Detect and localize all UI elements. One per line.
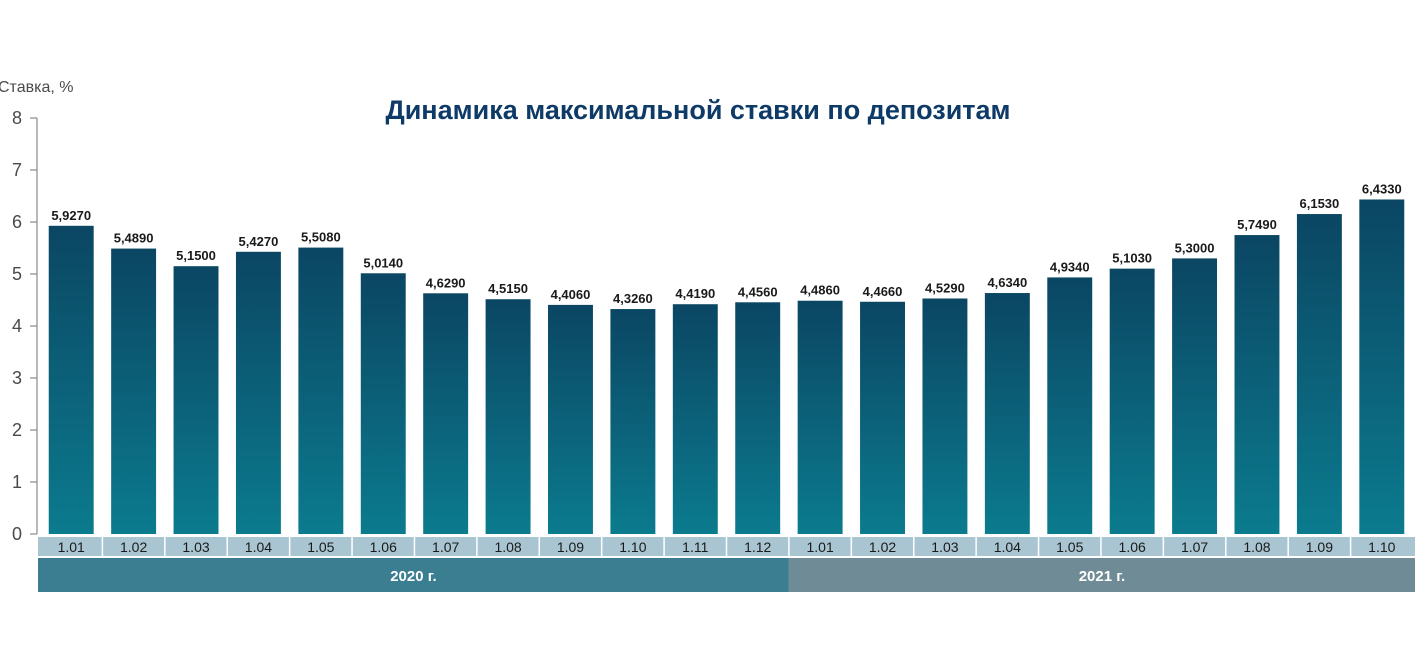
x-tick-label: 1.11 xyxy=(682,539,708,555)
data-label: 4,3260 xyxy=(613,291,653,306)
bar xyxy=(610,309,656,534)
x-tick-label: 1.09 xyxy=(1306,539,1333,555)
data-label: 4,4190 xyxy=(675,286,715,301)
data-label: 4,6290 xyxy=(426,275,466,290)
x-tick-label: 1.08 xyxy=(1243,539,1270,555)
y-tick-label: 5 xyxy=(12,264,22,284)
x-tick-label: 1.02 xyxy=(869,539,896,555)
data-label: 4,5290 xyxy=(925,280,965,295)
bar xyxy=(298,247,344,535)
bar xyxy=(423,293,469,534)
x-tick-label: 1.01 xyxy=(806,539,833,555)
x-tick-label: 1.06 xyxy=(1119,539,1146,555)
y-tick-label: 3 xyxy=(12,368,22,388)
bar xyxy=(1109,268,1155,534)
bar xyxy=(672,304,718,534)
data-label: 5,0140 xyxy=(363,255,403,270)
data-label: 5,4270 xyxy=(239,234,279,249)
data-label: 5,7490 xyxy=(1237,217,1277,232)
bar xyxy=(1234,235,1280,534)
data-label: 6,4330 xyxy=(1362,181,1402,196)
y-tick-label: 1 xyxy=(12,472,22,492)
x-tick-label: 1.07 xyxy=(1181,539,1208,555)
year-group-label: 2020 г. xyxy=(390,568,436,585)
y-tick-label: 8 xyxy=(12,108,22,128)
x-tick-label: 1.07 xyxy=(432,539,459,555)
chart-title: Динамика максимальной ставки по депозита… xyxy=(385,95,1010,125)
x-tick-label: 1.10 xyxy=(1368,539,1395,555)
bar xyxy=(111,248,157,534)
data-label: 4,6340 xyxy=(987,275,1027,290)
bar xyxy=(860,301,905,534)
year-group-band xyxy=(788,558,1415,592)
y-tick-label: 6 xyxy=(12,212,22,232)
x-tick-label: 1.01 xyxy=(58,539,85,555)
bar xyxy=(173,266,219,534)
bar xyxy=(235,251,281,534)
x-tick-label: 1.03 xyxy=(182,539,209,555)
x-tick-label: 1.05 xyxy=(307,539,334,555)
bar xyxy=(1296,214,1342,534)
bars xyxy=(48,199,1405,535)
data-label: 4,4860 xyxy=(800,283,840,298)
y-axis-label: Ставка, % xyxy=(0,79,73,96)
year-group-band xyxy=(38,558,789,592)
bar xyxy=(485,299,531,534)
x-tick-label: 1.12 xyxy=(744,539,771,555)
data-label: 5,4890 xyxy=(114,231,154,246)
x-tick-label: 1.02 xyxy=(120,539,147,555)
year-groups: 2020 г. 2021 г. xyxy=(38,558,1415,592)
bar xyxy=(48,225,94,534)
data-label: 5,1500 xyxy=(176,248,216,263)
bar xyxy=(360,273,406,534)
bar xyxy=(1172,258,1218,534)
data-label: 4,5150 xyxy=(488,281,528,296)
y-tick-label: 7 xyxy=(12,160,22,180)
bar xyxy=(735,302,781,534)
x-tick-label: 1.08 xyxy=(494,539,521,555)
data-label: 6,1530 xyxy=(1300,196,1340,211)
bar xyxy=(1047,277,1093,534)
y-tick-label: 4 xyxy=(12,316,22,336)
data-label: 5,9270 xyxy=(51,208,91,223)
bar xyxy=(1359,199,1405,534)
year-group-label: 2021 г. xyxy=(1079,568,1125,585)
data-label: 4,9340 xyxy=(1050,259,1090,274)
x-tick-label: 1.10 xyxy=(619,539,646,555)
y-axis: 0 1 2 3 4 5 6 7 8 xyxy=(12,108,38,544)
data-label: 4,4060 xyxy=(551,287,591,302)
y-tick-label: 0 xyxy=(12,524,22,544)
data-labels: 5,9270 5,4890 5,1500 5,4270 5,5080 5,0140 4,62… xyxy=(51,181,1401,306)
bar xyxy=(797,300,843,534)
x-tick-label: 1.04 xyxy=(245,539,272,555)
data-label: 5,1030 xyxy=(1112,251,1152,266)
x-tick-label: 1.03 xyxy=(931,539,958,555)
x-tick-label: 1.05 xyxy=(1056,539,1083,555)
data-label: 4,4660 xyxy=(863,284,903,299)
y-tick-label: 2 xyxy=(12,420,22,440)
x-tick-label: 1.04 xyxy=(994,539,1021,555)
x-axis: 1.01 1.02 1.03 1.04 1.05 1.06 1.07 1.08 1.09 1.10… xyxy=(38,537,1415,556)
bar xyxy=(548,304,593,534)
data-label: 5,5080 xyxy=(301,230,341,245)
data-label: 5,3000 xyxy=(1175,240,1215,255)
bar xyxy=(922,298,968,534)
x-tick-label: 1.09 xyxy=(557,539,584,555)
x-tick-label: 1.06 xyxy=(370,539,397,555)
data-label: 4,4560 xyxy=(738,284,778,299)
bar xyxy=(984,293,1030,534)
